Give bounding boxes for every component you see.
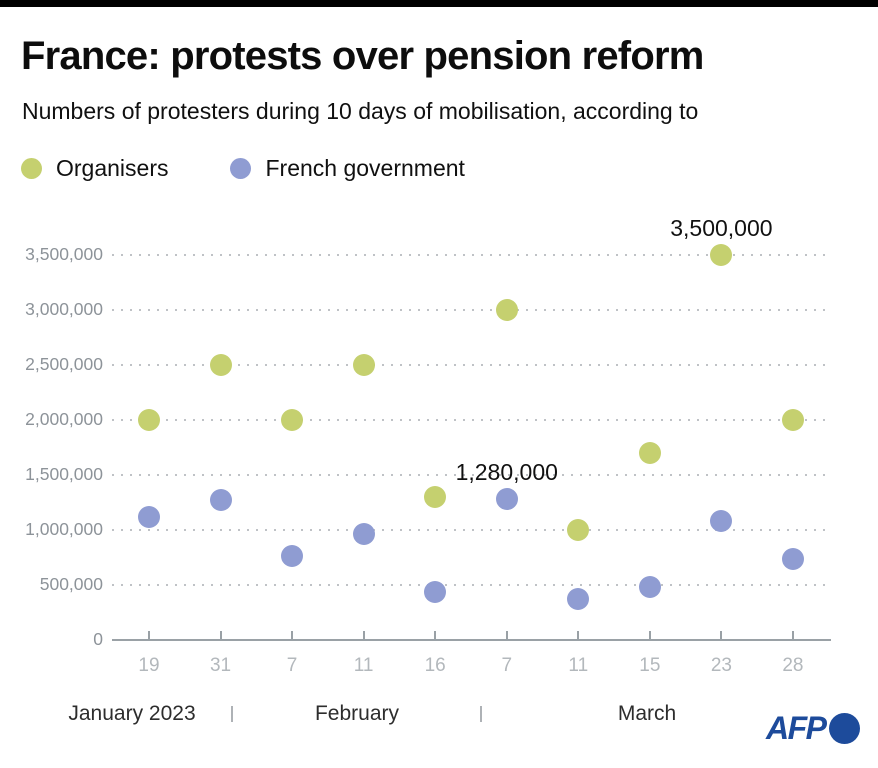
legend-item-government: French government [230,155,465,182]
x-axis-line [112,639,831,641]
gridline [112,364,831,366]
data-label: 3,500,000 [670,215,773,241]
data-point-organisers-7 [495,299,518,321]
afp-logo: AFP [766,712,860,744]
legend: Organisers French government [21,155,465,182]
x-axis-tick [791,631,794,639]
legend-label-government: French government [265,155,465,181]
data-point-government-11 [352,523,375,546]
y-axis-label: 1,500,000 [25,464,103,485]
data-point-organisers-11 [352,354,375,376]
x-axis-date-label: 23 [710,655,732,676]
x-axis-date-label: 31 [209,655,232,676]
data-point-organisers-28 [781,409,804,431]
y-axis-label: 1,000,000 [25,519,103,540]
x-axis-tick [505,631,508,639]
data-label: 1,280,000 [455,459,558,486]
month-axis: January 2023 February March [0,702,878,728]
gridline [112,309,831,311]
data-point-government-23 [710,510,733,533]
data-point-organisers-31 [209,354,232,376]
x-axis-date-label: 19 [138,655,160,676]
gridline [112,584,831,586]
top-bar [0,0,878,7]
afp-logo-text: AFP [766,710,827,746]
data-point-organisers-15 [638,442,661,464]
x-axis-tick [648,631,651,639]
legend-label-organisers: Organisers [56,155,169,181]
data-point-organisers-23 [710,244,733,266]
data-point-government-28 [781,547,804,570]
government-swatch-icon [230,158,252,179]
organisers-swatch-icon [21,158,42,179]
gridline [112,474,831,476]
x-axis-tick [148,631,150,639]
x-axis-tick [720,631,723,639]
data-point-organisers-7 [281,409,304,431]
x-axis-tick [219,631,222,639]
month-label: February [314,702,400,725]
data-point-government-31 [209,489,232,512]
data-point-organisers-19 [138,409,160,431]
gridline [112,254,831,256]
x-axis-tick [434,631,437,639]
y-axis-label: 2,500,000 [25,354,103,375]
y-axis-label: 500,000 [39,574,103,595]
month-separator [231,706,233,722]
x-axis-date-label: 16 [424,655,446,676]
y-axis-label: 3,000,000 [25,299,103,320]
month-separator [480,706,482,722]
x-axis-date-label: 7 [501,655,513,676]
legend-item-organisers: Organisers [21,155,168,182]
data-point-organisers-16 [424,486,447,508]
data-point-government-19 [138,505,160,528]
chart-title: France: protests over pension reform [21,34,704,78]
y-axis-label: 0 [93,629,103,650]
data-point-organisers-11 [567,519,590,541]
gridline [112,529,831,531]
x-axis-date-label: 7 [286,655,298,676]
data-point-government-16 [424,580,447,603]
chart-subtitle: Numbers of protesters during 10 days of … [22,98,699,124]
afp-logo-circle-icon [828,712,860,744]
data-point-government-7 [495,488,518,511]
month-label: January 2023 [68,702,196,725]
y-axis-label: 2,000,000 [25,409,103,430]
x-axis-tick [577,631,580,639]
gridline [112,419,831,421]
month-label: March [617,702,677,725]
x-axis-date-label: 28 [782,655,804,676]
x-axis-date-label: 15 [639,655,661,676]
data-point-government-15 [638,576,661,599]
plot-area: 3,500,000 3,000,000 2,500,000 2,000,000 1,50… [25,217,831,676]
x-axis-tick [362,631,365,639]
data-point-government-11 [567,588,590,611]
x-axis-tick [291,631,294,639]
data-point-government-7 [281,545,304,568]
x-axis-date-label: 11 [353,655,374,676]
y-axis-label: 3,500,000 [25,244,103,265]
x-axis-date-label: 11 [568,655,589,676]
